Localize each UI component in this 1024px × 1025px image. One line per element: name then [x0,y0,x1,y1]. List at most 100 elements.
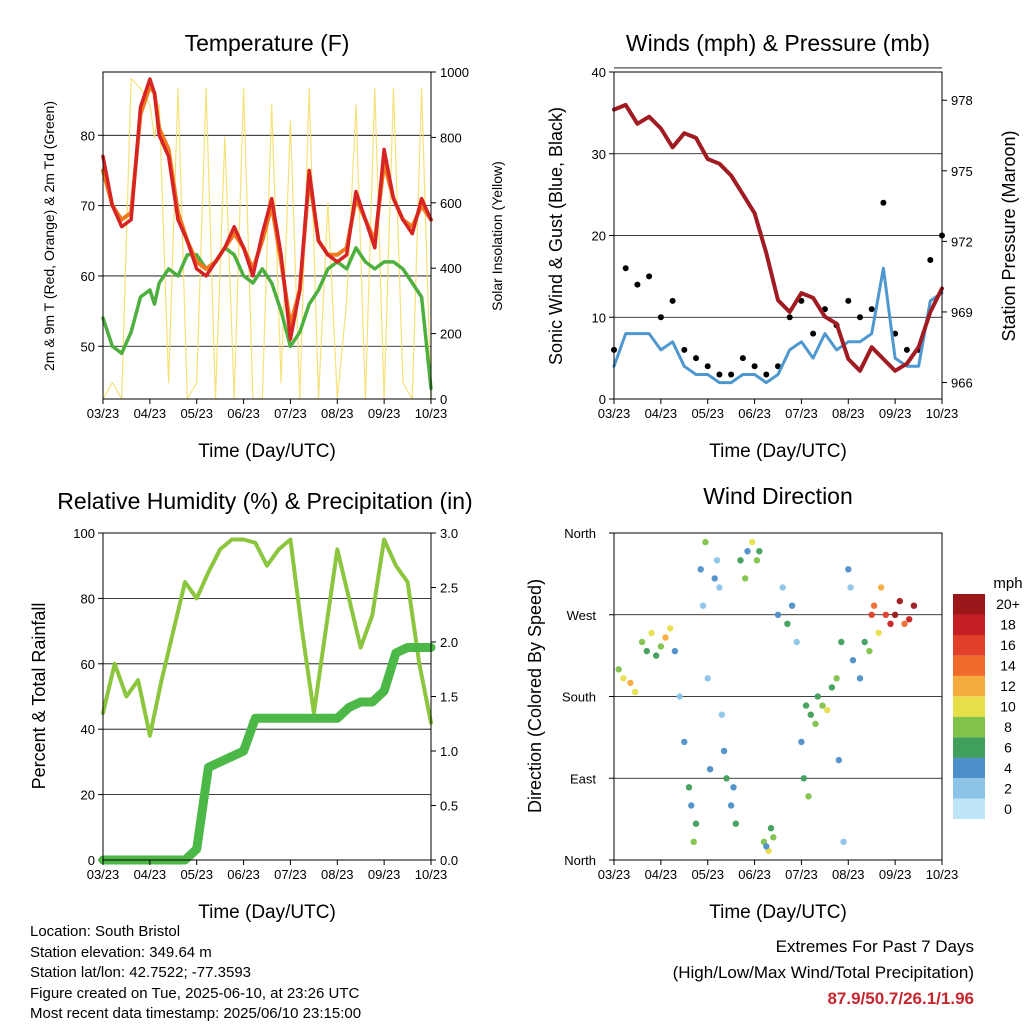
direction-point [730,784,737,791]
info-created: Figure created on Tue, 2025-06-10, at 23… [30,984,360,1002]
direction-point [711,575,718,582]
info-elevation: Station elevation: 349.64 m [30,943,212,961]
dir-frame [613,532,943,861]
direction-point [800,775,807,782]
direction-ylabel-left: Direction (Colored By Speed) [525,579,545,813]
legend-swatch [953,594,985,615]
rh-y2tick-label: 2.5 [440,581,458,596]
temp-y2tick-label: 200 [440,327,462,342]
wind-ytick-label: 30 [592,147,606,162]
winds-xlabel: Time (Day/UTC) [709,441,847,462]
direction-point [819,702,826,709]
dir-xtick-label: 06/23 [738,867,771,882]
wind-xtick-label: 03/23 [598,406,631,421]
wind-point [704,363,711,370]
rh-xtick-label: 07/23 [274,867,307,882]
temperature-ylabel-right: Solar Insolation (Yellow) [489,161,505,311]
legend-swatch [953,696,985,717]
rh-y2tick-label: 1.0 [440,744,458,759]
rh-ytick-label: 0 [88,853,95,868]
temp-xtick-label: 06/23 [227,406,260,421]
rh-xtick-label: 08/23 [321,867,354,882]
precip-line [98,643,436,865]
temp-y2tick-label: 1000 [440,65,469,80]
direction-point [840,838,847,845]
dir-xtick-label: 08/23 [832,867,865,882]
humidity-xlabel: Time (Day/UTC) [198,902,336,923]
rh-ytick-label: 100 [73,526,95,541]
wind-xtick-label: 05/23 [691,406,724,421]
wind-point [857,314,863,321]
wind-ytick-label: 40 [592,65,606,80]
rh-y2tick-label: 0.0 [440,853,458,868]
direction-point [631,688,639,696]
wind-point [786,314,793,321]
wind-point [716,371,723,378]
legend-swatch [953,675,985,697]
dewpoint-line [101,246,433,391]
wind-xtick-label: 07/23 [785,406,818,421]
humidity-panel: Relative Humidity (%) & Precipitation (i… [29,488,473,923]
station-info: Location: South Bristol Station elevatio… [30,922,361,1025]
direction-point [615,666,622,673]
direction-point [901,620,908,627]
temp-ytick-label: 70 [81,199,95,214]
direction-point [887,620,894,627]
wind-xtick-label: 06/23 [738,406,771,421]
rh-y2tick-label: 1.5 [440,690,458,705]
direction-point [742,575,749,582]
wind-y2tick-label: 978 [951,93,973,108]
direction-point [657,643,665,650]
wind-point [634,281,641,288]
wind-point [751,363,758,370]
direction-point [662,634,669,641]
direction-point [753,557,761,564]
temp-y2tick-label: 400 [440,261,462,276]
direction-point [671,647,679,655]
wind-ytick-label: 10 [592,310,606,325]
temperature-panel: Temperature (F) 506070800200400600800100… [41,30,505,462]
wind-y2tick-label: 966 [951,376,973,391]
direction-point [770,834,777,841]
direction-point [720,747,728,755]
direction-point [749,538,756,546]
wind-point [681,346,688,353]
wind-point [622,265,629,272]
wind-xtick-label: 10/23 [926,406,959,421]
legend-swatch [953,798,985,819]
direction-point [723,775,730,782]
rh-xtick-label: 06/23 [227,867,260,882]
legend-label: 8 [1004,719,1012,735]
legend-label: 4 [1004,760,1012,776]
direction-point [702,538,709,546]
temp-ytick-label: 60 [81,269,95,284]
info-recent: Most recent data timestamp: 2025/06/10 2… [30,1005,362,1023]
temp-xtick-label: 07/23 [274,406,307,421]
winds-panel: Winds (mph) & Pressure (mb) 0 10 20 30 40 966… [546,30,1019,462]
winds-ylabel-left: Sonic Wind & Gust (Blue, Black) [546,107,566,365]
temperature-title: Temperature (F) [185,30,350,56]
wind-y2tick-label: 975 [951,164,973,179]
wind-point [693,355,699,362]
wind-point [646,273,653,280]
direction-point [697,566,704,573]
direction-point [793,638,800,646]
direction-point [744,548,751,555]
legend-label: 20+ [996,596,1020,612]
temp-xtick-label: 08/23 [321,406,354,421]
wind-xtick-label: 04/23 [645,406,678,421]
direction-point [828,684,836,691]
dir-ytick-label: South [562,690,596,705]
wind-frame [613,71,943,400]
temperature-ylabel-left: 2m & 9m T (Red, Orange) & 2m Td (Green) [41,101,57,371]
wind-point [903,346,910,353]
temp-y2tick-label: 800 [440,130,462,145]
direction-point [692,820,700,827]
temp-y2tick-label: 0 [440,392,447,407]
legend-label: 0 [1004,801,1012,817]
direction-point [896,597,903,605]
direction-point [805,793,812,800]
legend-label: 18 [1000,617,1016,633]
wind-point [880,199,887,206]
gust-line [612,266,944,385]
